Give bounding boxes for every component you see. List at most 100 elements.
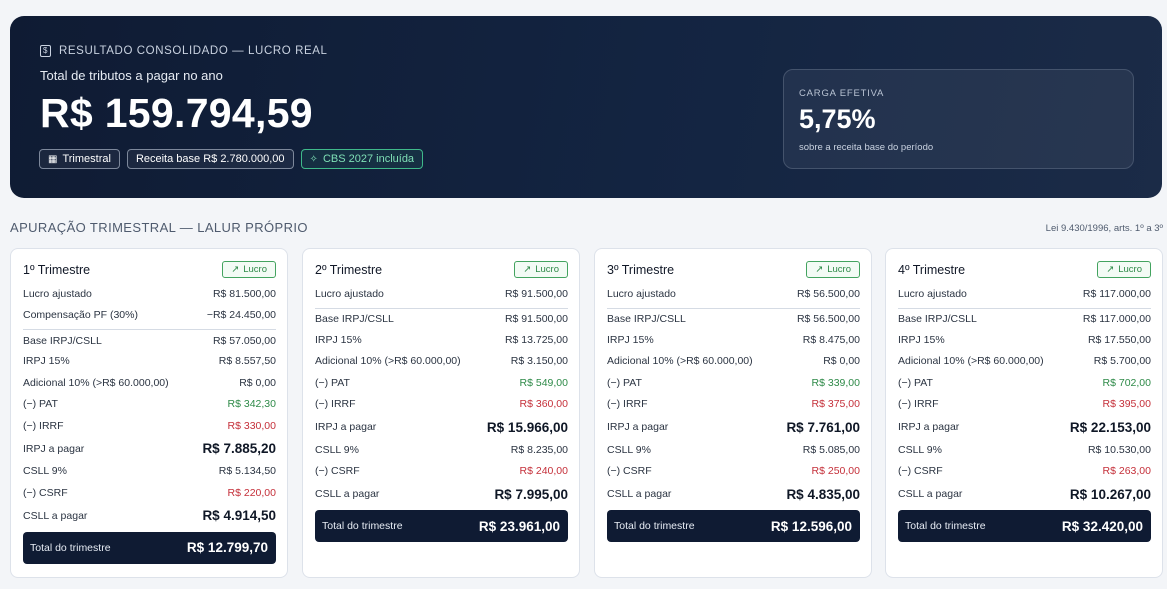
cbs-chip-label: CBS 2027 incluída [322,153,415,165]
effective-rate-card: CARGA EFETIVA 5,75% sobre a receita base… [783,69,1134,169]
calculation-row: Lucro ajustado R$ 81.500,00 [23,283,276,305]
calculation-row: (−) CSRF R$ 220,00 [23,482,276,504]
result-badge-label: Lucro [535,264,559,275]
row-value: R$ 117.000,00 [1082,287,1151,300]
calculation-row: IRPJ 15% R$ 17.550,00 [898,329,1151,351]
row-value: R$ 250,00 [811,465,860,478]
result-badge-label: Lucro [1118,264,1142,275]
summary-banner: $ RESULTADO CONSOLIDADO — LUCRO REAL Tot… [10,16,1162,198]
row-value: R$ 3.150,00 [510,355,568,368]
calculation-rows: Lucro ajustado R$ 117.000,00 Base IRPJ/CSL… [898,283,1151,542]
row-label: CSLL a pagar [898,488,963,500]
calculation-row: (−) PAT R$ 549,00 [315,372,568,394]
row-label: CSLL a pagar [607,488,672,500]
row-label: Adicional 10% (>R$ 60.000,00) [315,355,461,368]
row-label: Base IRPJ/CSLL [315,313,394,326]
calculation-row: Adicional 10% (>R$ 60.000,00) R$ 3.150,00 [315,351,568,373]
row-value: R$ 240,00 [519,465,568,478]
row-label: (−) IRRF [23,419,64,432]
calculation-row: CSLL 9% R$ 5.134,50 [23,461,276,483]
trending-up-icon: ↗ [815,264,824,275]
row-label: Lucro ajustado [23,287,92,300]
row-label: Lucro ajustado [315,287,384,300]
calendar-icon: ▦ [48,153,58,165]
quarter-title: 4º Trimestre [898,263,966,277]
row-label: Adicional 10% (>R$ 60.000,00) [23,376,169,389]
calculation-row: Lucro ajustado R$ 56.500,00 [607,283,860,305]
row-value: R$ 10.267,00 [1069,486,1151,502]
calculation-row: Adicional 10% (>R$ 60.000,00) R$ 5.700,00 [898,351,1151,373]
calculation-row: CSLL 9% R$ 5.085,00 [607,439,860,461]
period-chip: ▦ Trimestral [39,149,120,169]
row-label: Adicional 10% (>R$ 60.000,00) [898,355,1044,368]
row-value: R$ 17.550,00 [1087,333,1151,346]
row-value: R$ 13.725,00 [504,333,568,346]
row-value: R$ 5.700,00 [1093,355,1151,368]
quarter-total-bar: Total do trimestre R$ 32.420,00 [898,510,1151,542]
row-label: Adicional 10% (>R$ 60.000,00) [607,355,753,368]
result-badge: ↗ Lucro [222,261,276,278]
calculation-row: (−) IRRF R$ 395,00 [898,394,1151,416]
quarter-total-bar: Total do trimestre R$ 23.961,00 [315,510,568,542]
row-label: Base IRPJ/CSLL [898,313,977,326]
calculation-row: IRPJ 15% R$ 8.475,00 [607,329,860,351]
row-value: R$ 7.995,00 [494,486,568,502]
row-label: (−) IRRF [315,398,356,411]
row-value: R$ 10.530,00 [1087,443,1151,456]
row-label: CSLL a pagar [23,509,88,522]
row-label: IRPJ a pagar [23,442,85,455]
quarter-total-value: R$ 12.596,00 [770,518,852,534]
row-label: (−) IRRF [898,398,939,411]
calculation-row: Base IRPJ/CSLL R$ 57.050,00 [23,329,276,351]
calculation-row: Base IRPJ/CSLL R$ 117.000,00 [898,307,1151,330]
calculation-row: (−) IRRF R$ 330,00 [23,415,276,437]
calculation-rows: Lucro ajustado R$ 56.500,00 Base IRPJ/CSLL… [607,283,860,542]
row-value: R$ 5.134,50 [218,465,276,478]
calculation-row: (−) PAT R$ 339,00 [607,372,860,394]
result-badge: ↗ Lucro [514,261,568,278]
calculation-row: Compensação PF (30%) −R$ 24.450,00 [23,305,276,327]
result-badge: ↗ Lucro [806,261,860,278]
annual-tax-total: R$ 159.794,59 [40,90,313,136]
result-badge-label: Lucro [243,264,267,275]
row-value: R$ 549,00 [519,376,568,389]
quarter-total-label: Total do trimestre [322,520,403,532]
calculation-row: (−) PAT R$ 702,00 [898,372,1151,394]
calculation-row: CSLL a pagar R$ 4.835,00 [607,482,860,506]
calculation-row: IRPJ a pagar R$ 22.153,00 [898,415,1151,439]
row-value: R$ 263,00 [1102,465,1151,478]
summary-subtitle: Total de tributos a pagar no ano [40,68,223,83]
calculation-row: CSLL a pagar R$ 10.267,00 [898,482,1151,506]
quarter-total-bar: Total do trimestre R$ 12.596,00 [607,510,860,542]
calculation-row: Base IRPJ/CSLL R$ 56.500,00 [607,307,860,330]
row-value: R$ 330,00 [227,419,276,432]
quarter-card: 4º Trimestre ↗ Lucro Lucro ajustado R$ 117.0… [885,248,1163,578]
row-label: IRPJ a pagar [898,421,960,433]
row-label: (−) IRRF [607,398,648,411]
row-value: R$ 56.500,00 [796,313,860,326]
calculation-row: (−) CSRF R$ 250,00 [607,461,860,483]
summary-chips: ▦ Trimestral Receita base R$ 2.780.000,0… [39,149,424,169]
row-value: R$ 4.835,00 [786,486,860,502]
calculation-row: Lucro ajustado R$ 91.500,00 [315,283,568,305]
row-value: R$ 7.885,20 [202,441,276,456]
calculation-row: Lucro ajustado R$ 117.000,00 [898,283,1151,305]
row-label: CSLL a pagar [315,488,380,500]
revenue-base-chip: Receita base R$ 2.780.000,00 [126,149,294,169]
row-value: R$ 8.557,50 [218,355,276,368]
row-label: IRPJ 15% [315,333,362,346]
row-label: (−) CSRF [607,465,652,478]
row-label: (−) PAT [898,376,933,389]
calculation-row: CSLL 9% R$ 10.530,00 [898,439,1151,461]
row-value: R$ 342,30 [227,398,276,411]
calculation-row: (−) CSRF R$ 240,00 [315,461,568,483]
row-value: −R$ 24.450,00 [206,309,276,322]
row-label: Base IRPJ/CSLL [607,313,686,326]
effective-rate-note: sobre a receita base do período [799,142,934,153]
calculation-rows: Lucro ajustado R$ 81.500,00 Compensação PF… [23,283,276,564]
row-label: CSLL 9% [23,465,67,478]
trending-up-icon: ↗ [231,264,240,275]
calculation-row: (−) IRRF R$ 360,00 [315,394,568,416]
quarter-total-label: Total do trimestre [905,520,986,532]
row-value: R$ 220,00 [227,486,276,499]
